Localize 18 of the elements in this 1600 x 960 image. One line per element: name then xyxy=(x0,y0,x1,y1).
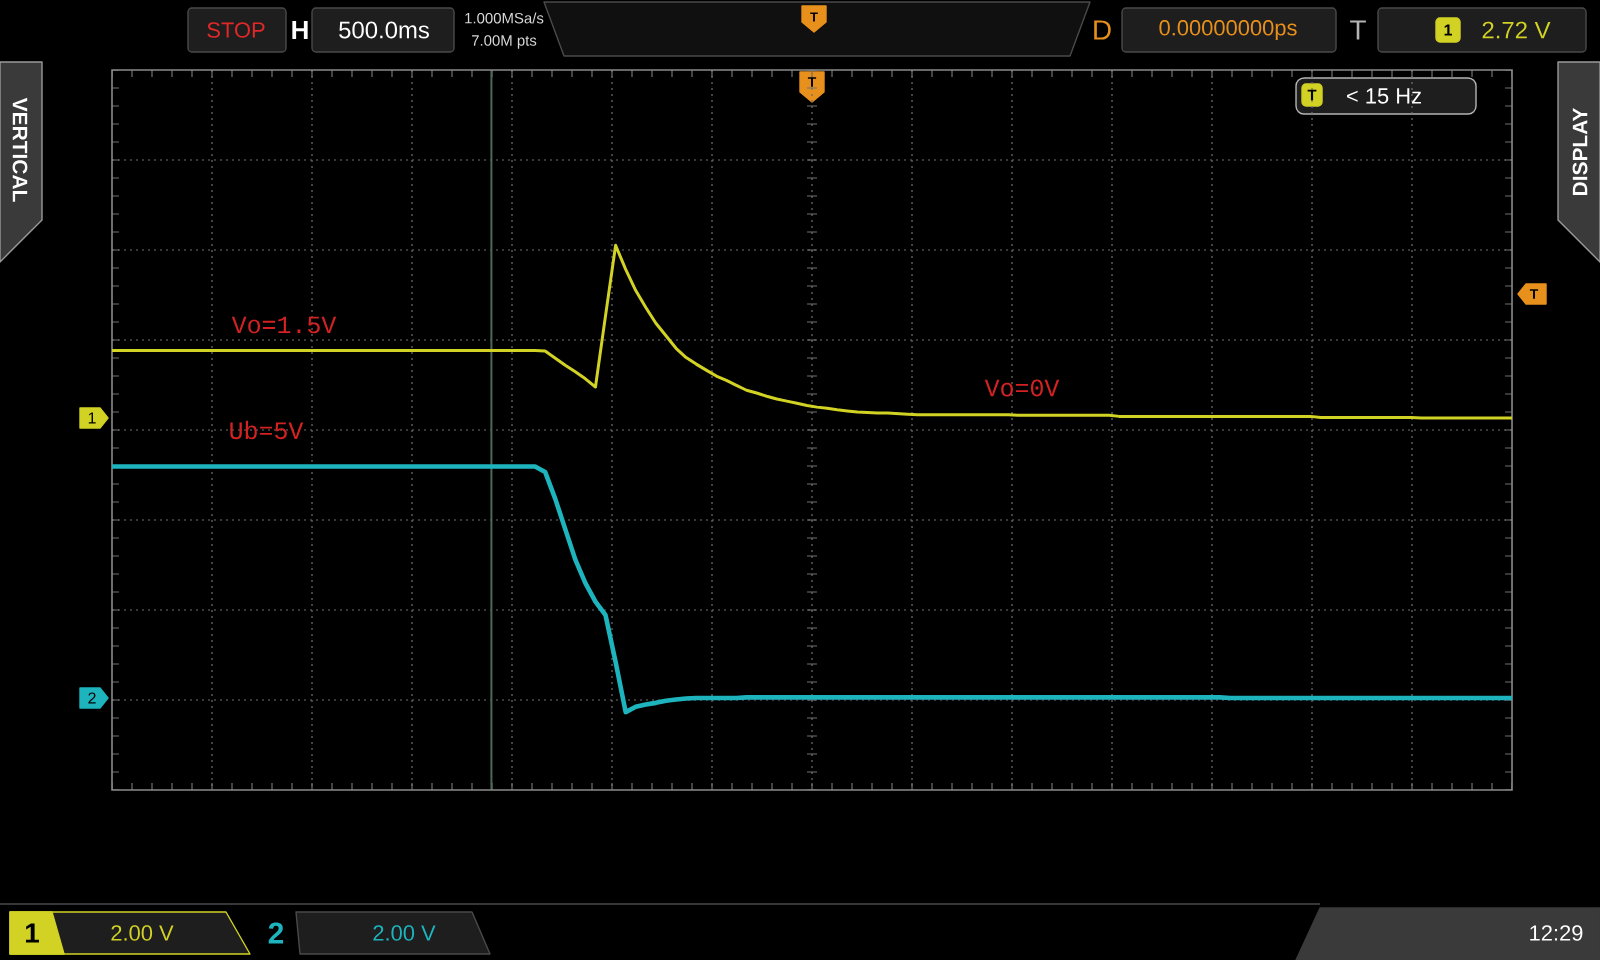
text: 0.00000000ps xyxy=(1159,20,1297,40)
text: D xyxy=(1094,20,1111,40)
text: VERTICAL xyxy=(12,97,28,202)
text: 1 xyxy=(25,923,39,943)
annotation: Ub=5V xyxy=(230,420,304,440)
text: 2.00 V xyxy=(111,925,174,941)
text: 2 xyxy=(268,922,284,944)
text: DISPLAY xyxy=(1572,107,1588,195)
text: STOP xyxy=(207,22,265,38)
text: H xyxy=(292,21,308,39)
text: 500.0ms xyxy=(339,21,429,39)
annotation: Vo=1.5V xyxy=(231,316,337,334)
text: 12:29 xyxy=(1530,925,1583,941)
text: < 15 Hz xyxy=(1347,88,1421,104)
text: T xyxy=(1350,20,1366,40)
text: 2.00 V xyxy=(373,925,436,941)
annotation: Vo=0V xyxy=(984,379,1060,397)
text: 2.72 V xyxy=(1482,21,1551,39)
